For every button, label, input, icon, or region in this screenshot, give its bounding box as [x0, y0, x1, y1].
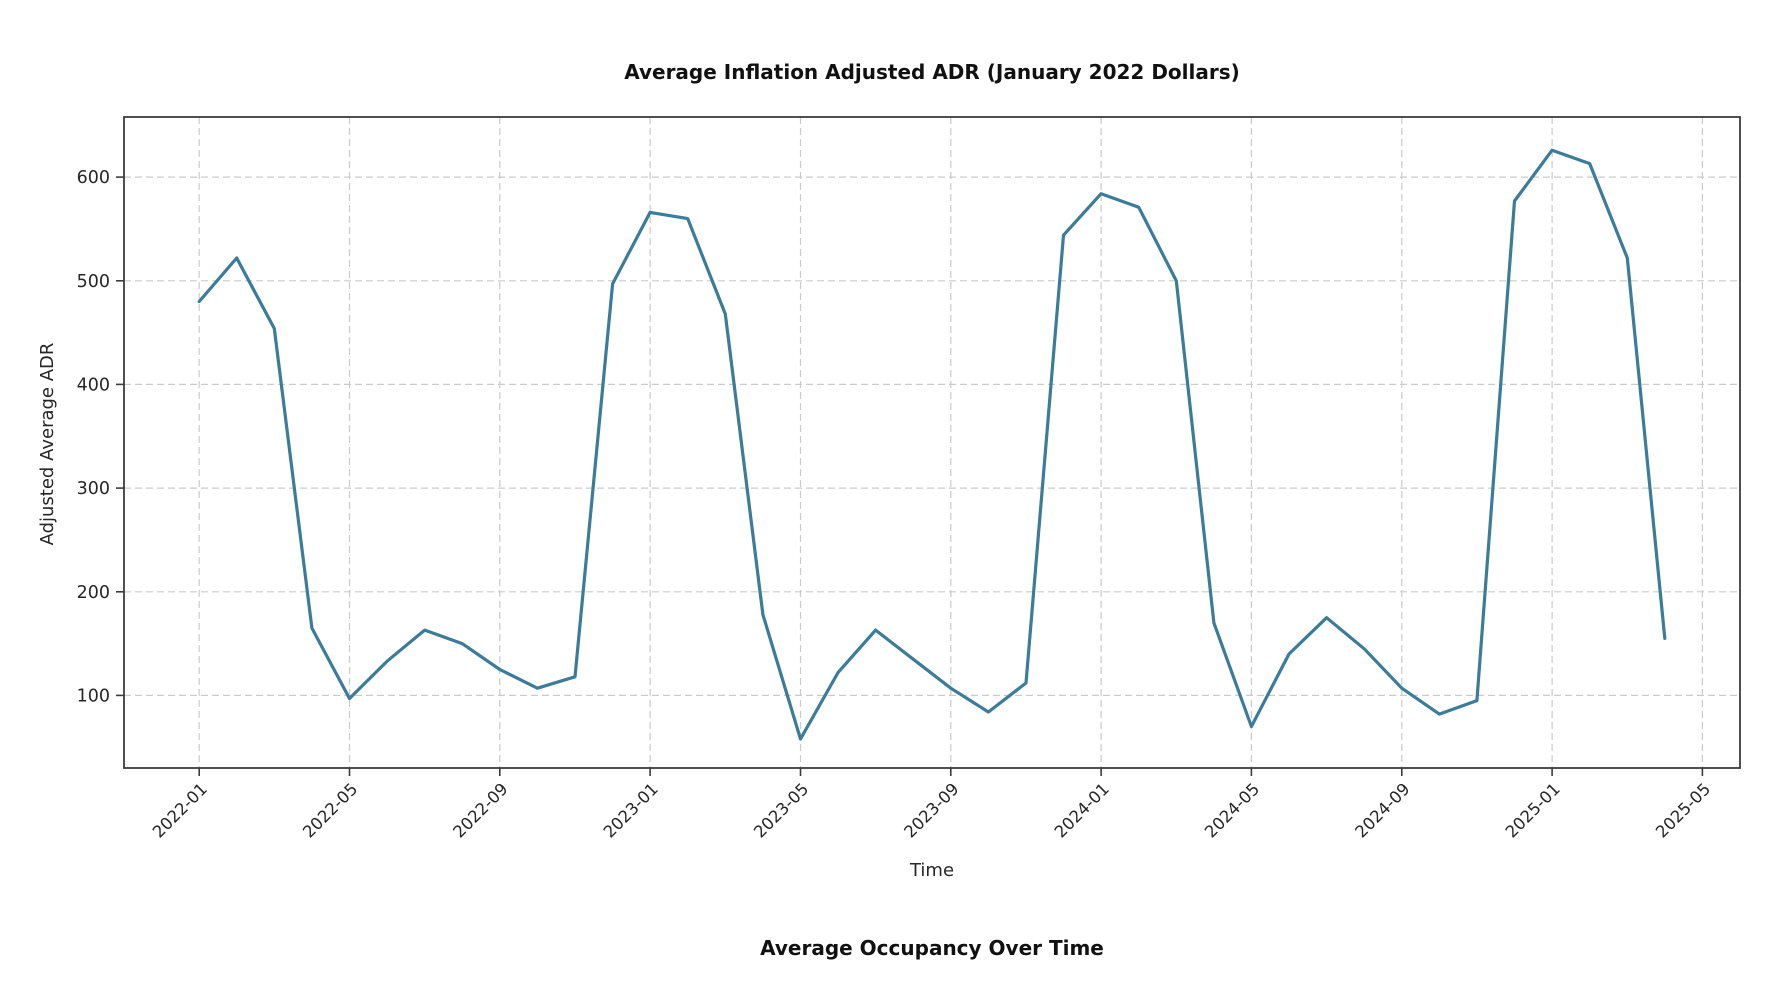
x-tick-label: 2024-05: [1201, 779, 1263, 841]
plot-border: [123, 116, 1741, 769]
x-axis-label: Time: [909, 860, 955, 881]
x-tick-label: 2024-01: [1051, 779, 1113, 841]
x-tick-label: 2023-05: [750, 779, 812, 841]
y-axis-label: Adjusted Average ADR: [37, 342, 58, 546]
chart-title: Average Inflation Adjusted ADR (January …: [624, 60, 1240, 84]
x-tick-label: 2025-05: [1652, 779, 1714, 841]
y-tick-label: 300: [77, 479, 110, 499]
y-tick-label: 200: [77, 583, 110, 603]
adr-series-line: [197, 148, 1667, 741]
x-tick-label: 2022-09: [449, 779, 511, 841]
x-tick-label: 2022-01: [149, 779, 211, 841]
y-tick-label: 600: [77, 168, 110, 188]
next-chart-title: Average Occupancy Over Time: [760, 936, 1104, 960]
y-tick-label: 400: [77, 375, 110, 395]
x-tick-label: 2023-01: [600, 779, 662, 841]
x-tick-label: 2024-09: [1351, 779, 1413, 841]
y-tick-label: 500: [77, 272, 110, 292]
y-tick-label: 100: [77, 686, 110, 706]
x-tick-label: 2022-05: [299, 779, 361, 841]
x-tick-label: 2025-01: [1502, 779, 1564, 841]
x-tick-label: 2023-09: [900, 779, 962, 841]
